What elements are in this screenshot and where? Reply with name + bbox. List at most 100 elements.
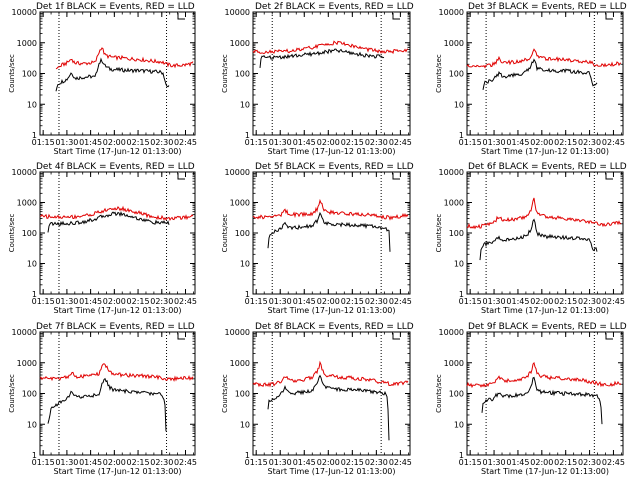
events-series-line xyxy=(267,211,391,252)
lld-series-line xyxy=(39,205,194,221)
y-tick-label: 1000 xyxy=(230,359,250,368)
y-tick-label: 10000 xyxy=(439,8,464,17)
x-tick-label: 02:30 xyxy=(365,458,388,467)
x-tick-label: 02:00 xyxy=(317,458,340,467)
x-tick-label: 01:15 xyxy=(32,458,55,467)
y-axis-label: Counts/sec xyxy=(8,214,16,253)
events-series-line xyxy=(55,57,170,92)
x-tick-label: 01:45 xyxy=(79,138,102,147)
lld-series-line xyxy=(252,40,409,55)
lld-series-line xyxy=(466,361,622,389)
y-axis-label: Counts/sec xyxy=(435,374,443,413)
corner-marker xyxy=(605,173,613,180)
panel-det-2: Det 2f BLACK = Events, RED = LLD 1 10 100 10… xyxy=(221,2,414,156)
x-tick-label: 02:45 xyxy=(389,297,412,306)
x-tick-label: 01:45 xyxy=(79,297,102,306)
x-tick-label: 02:15 xyxy=(554,297,577,306)
lld-series-line xyxy=(252,198,409,221)
panel-title: Det 4f BLACK = Events, RED = LLD xyxy=(36,162,195,172)
x-tick-label: 02:15 xyxy=(127,297,150,306)
x-tick-label: 02:30 xyxy=(365,297,388,306)
panel-det-5: Det 5f BLACK = Events, RED = LLD 1 10 100 10… xyxy=(221,162,414,315)
x-tick-label: 02:30 xyxy=(150,138,173,147)
corner-marker xyxy=(392,333,400,340)
y-tick-label: 1 xyxy=(245,131,250,140)
x-tick-label: 02:45 xyxy=(174,458,197,467)
y-axis-label: Counts/sec xyxy=(221,374,229,413)
y-tick-label: 1 xyxy=(459,131,464,140)
corner-marker xyxy=(605,13,613,20)
corner-marker xyxy=(392,173,400,180)
lld-series-line xyxy=(252,360,409,388)
x-tick-label: 01:30 xyxy=(483,458,506,467)
x-tick-label: 02:00 xyxy=(530,138,553,147)
x-tick-label: 02:45 xyxy=(174,297,197,306)
y-tick-label: 1000 xyxy=(444,39,464,48)
x-tick-label: 01:45 xyxy=(506,138,529,147)
y-tick-label: 1000 xyxy=(230,199,250,208)
lld-series-line xyxy=(466,48,622,69)
x-tick-label: 02:15 xyxy=(554,138,577,147)
x-axis-label: Start Time (17-Jun-12 01:13:00) xyxy=(481,306,609,315)
y-tick-label: 10000 xyxy=(439,168,464,177)
y-tick-label: 1000 xyxy=(17,39,37,48)
x-tick-label: 01:45 xyxy=(506,297,529,306)
x-axis-label: Start Time (17-Jun-12 01:13:00) xyxy=(481,467,609,476)
y-tick-label: 1 xyxy=(245,451,250,460)
panel-title: Det 7f BLACK = Events, RED = LLD xyxy=(36,322,195,332)
corner-marker xyxy=(605,333,613,340)
x-tick-label: 02:15 xyxy=(127,138,150,147)
y-tick-label: 100 xyxy=(22,390,37,399)
panel-title: Det 6f BLACK = Events, RED = LLD xyxy=(468,162,627,172)
y-axis-label: Counts/sec xyxy=(221,214,229,253)
x-tick-label: 02:00 xyxy=(530,458,553,467)
y-tick-label: 1000 xyxy=(17,359,37,368)
x-tick-label: 01:30 xyxy=(269,138,292,147)
x-tick-label: 02:00 xyxy=(317,297,340,306)
y-tick-label: 100 xyxy=(449,390,464,399)
x-tick-label: 02:45 xyxy=(602,138,625,147)
y-tick-label: 1000 xyxy=(444,199,464,208)
y-axis-label: Counts/sec xyxy=(8,54,16,93)
panel-title: Det 8f BLACK = Events, RED = LLD xyxy=(255,322,414,332)
lld-series-line xyxy=(55,47,194,70)
corner-marker xyxy=(177,13,185,20)
corner-marker xyxy=(177,333,185,340)
panel-title: Det 1f BLACK = Events, RED = LLD xyxy=(36,2,195,12)
y-tick-label: 10 xyxy=(454,260,464,269)
x-tick-label: 02:30 xyxy=(578,138,601,147)
events-series-line xyxy=(259,48,385,68)
x-tick-label: 01:15 xyxy=(459,297,482,306)
y-tick-label: 10 xyxy=(27,100,37,109)
y-tick-label: 100 xyxy=(449,229,464,238)
x-tick-label: 02:30 xyxy=(365,138,388,147)
x-axis-label: Start Time (17-Jun-12 01:13:00) xyxy=(54,147,182,156)
y-tick-label: 10 xyxy=(240,100,250,109)
lld-series-line xyxy=(466,197,622,230)
x-tick-label: 02:15 xyxy=(341,138,364,147)
y-tick-label: 100 xyxy=(235,229,250,238)
x-tick-label: 01:30 xyxy=(269,458,292,467)
x-tick-label: 02:00 xyxy=(317,138,340,147)
panel-title: Det 2f BLACK = Events, RED = LLD xyxy=(255,2,414,12)
x-tick-label: 01:30 xyxy=(483,138,506,147)
panel-det-7: Det 7f BLACK = Events, RED = LLD 1 10 100 10… xyxy=(8,322,197,476)
x-tick-label: 02:00 xyxy=(103,297,126,306)
x-tick-label: 01:45 xyxy=(293,138,316,147)
y-axis-label: Counts/sec xyxy=(8,374,16,413)
y-tick-label: 10000 xyxy=(12,168,37,177)
y-tick-label: 10 xyxy=(240,420,250,429)
panel-title: Det 5f BLACK = Events, RED = LLD xyxy=(255,162,414,172)
x-axis-label: Start Time (17-Jun-12 01:13:00) xyxy=(54,306,182,315)
x-axis-label: Start Time (17-Jun-12 01:13:00) xyxy=(54,467,182,476)
corner-marker xyxy=(177,173,185,180)
x-tick-label: 01:15 xyxy=(245,458,268,467)
y-axis-label: Counts/sec xyxy=(435,54,443,93)
x-tick-label: 02:30 xyxy=(150,458,173,467)
y-tick-label: 1000 xyxy=(17,199,37,208)
x-tick-label: 01:45 xyxy=(506,458,529,467)
x-tick-label: 02:30 xyxy=(578,297,601,306)
events-series-line xyxy=(481,376,603,425)
y-tick-label: 1000 xyxy=(230,39,250,48)
